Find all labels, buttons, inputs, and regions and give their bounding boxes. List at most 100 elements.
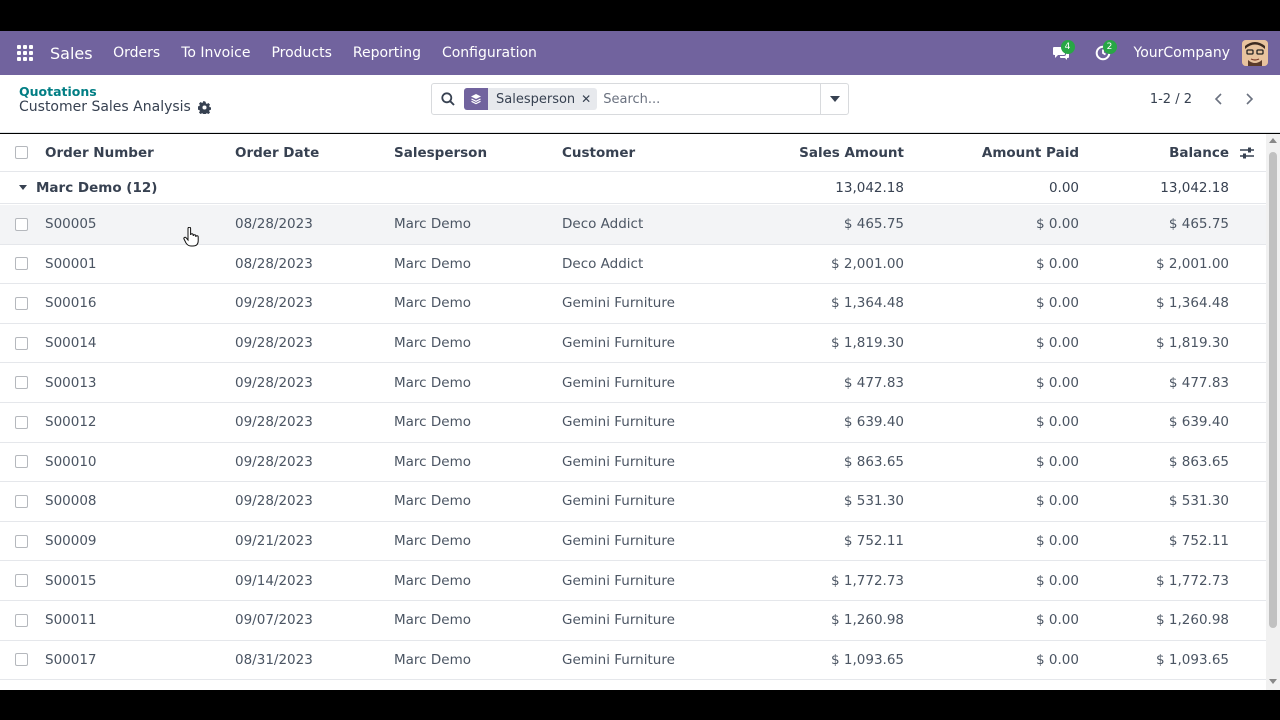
customer-cell: Gemini Furniture <box>562 374 675 391</box>
search-icon[interactable] <box>432 92 464 106</box>
table-row[interactable]: S00017 08/31/2023 Marc Demo Gemini Furnitur… <box>0 641 1266 681</box>
chevron-right-icon <box>1246 93 1254 105</box>
table-row[interactable]: S00011 09/07/2023 Marc Demo Gemini Furnitur… <box>0 601 1266 641</box>
row-select-checkbox[interactable] <box>15 336 28 350</box>
gear-icon[interactable] <box>197 100 211 114</box>
activities-button[interactable]: 2 <box>1082 31 1124 75</box>
page-title: Customer Sales Analysis <box>19 99 211 115</box>
column-header-order-number[interactable]: Order Number <box>45 144 154 161</box>
messages-badge: 4 <box>1060 40 1075 54</box>
breadcrumb-quotations[interactable]: Quotations <box>19 84 97 99</box>
table-row[interactable]: S00008 09/28/2023 Marc Demo Gemini Furnitur… <box>0 482 1266 522</box>
table-row[interactable]: S00016 09/28/2023 Marc Demo Gemini Furnitur… <box>0 284 1266 324</box>
apps-menu-icon[interactable] <box>0 31 50 75</box>
group-paid-total: 0.00 <box>1048 179 1079 196</box>
row-select-checkbox[interactable] <box>15 376 28 390</box>
balance-cell: $ 1,364.48 <box>1156 295 1229 312</box>
order-number-cell: S00010 <box>45 453 97 470</box>
salesperson-cell: Marc Demo <box>394 335 471 352</box>
facet-remove-icon[interactable]: ✕ <box>581 92 592 106</box>
row-select-checkbox-cell <box>15 561 29 600</box>
column-header-order-date[interactable]: Order Date <box>235 144 320 161</box>
pager-previous-button[interactable] <box>1202 87 1234 111</box>
column-header-salesperson[interactable]: Salesperson <box>394 144 488 161</box>
sales-amount-cell: $ 1,364.48 <box>831 295 904 312</box>
balance-cell: $ 1,819.30 <box>1156 335 1229 352</box>
table-row[interactable]: S00001 08/28/2023 Marc Demo Deco Addict $ 2,… <box>0 245 1266 285</box>
group-row-marc-demo[interactable]: Marc Demo (12) 13,042.18 0.00 13,042.18 <box>0 172 1266 204</box>
messages-button[interactable]: 4 <box>1040 31 1082 75</box>
scroll-up-icon[interactable] <box>1269 138 1277 143</box>
customer-cell: Gemini Furniture <box>562 493 675 510</box>
column-header-sales-amount[interactable]: Sales Amount <box>799 144 904 161</box>
table-row[interactable]: S00010 09/28/2023 Marc Demo Gemini Furnitur… <box>0 443 1266 483</box>
row-select-checkbox-cell <box>15 324 29 363</box>
column-header-amount-paid[interactable]: Amount Paid <box>981 144 1079 161</box>
row-select-checkbox[interactable] <box>15 494 28 508</box>
table-row[interactable]: S00005 08/28/2023 Marc Demo Deco Addict $ 46… <box>0 205 1266 245</box>
sales-amount-cell: $ 477.83 <box>843 374 904 391</box>
row-select-checkbox[interactable] <box>15 415 28 429</box>
row-select-checkbox[interactable] <box>15 296 28 310</box>
amount-paid-cell: $ 0.00 <box>1036 295 1079 312</box>
menu-products[interactable]: Products <box>271 45 332 61</box>
user-avatar[interactable] <box>1242 40 1268 66</box>
amount-paid-cell: $ 0.00 <box>1036 374 1079 391</box>
row-select-checkbox[interactable] <box>15 613 28 627</box>
table-row[interactable]: S00014 09/28/2023 Marc Demo Gemini Furnitur… <box>0 324 1266 364</box>
pager-value[interactable]: 1-2 / 2 <box>1149 91 1192 107</box>
row-select-checkbox[interactable] <box>15 257 28 271</box>
row-select-checkbox[interactable] <box>15 217 28 231</box>
menu-configuration[interactable]: Configuration <box>441 45 537 61</box>
row-select-checkbox[interactable] <box>15 534 28 548</box>
balance-cell: $ 1,093.65 <box>1156 651 1229 668</box>
group-sales-total: 13,042.18 <box>835 179 904 196</box>
balance-cell: $ 531.30 <box>1168 493 1229 510</box>
order-date-cell: 09/07/2023 <box>235 612 313 629</box>
row-select-checkbox-cell <box>15 601 29 640</box>
vertical-scrollbar[interactable] <box>1266 134 1280 690</box>
app-brand[interactable]: Sales <box>50 43 93 63</box>
balance-cell: $ 2,001.00 <box>1156 255 1229 272</box>
order-date-cell: 09/28/2023 <box>235 295 313 312</box>
order-number-cell: S00015 <box>45 572 97 589</box>
menu-reporting[interactable]: Reporting <box>352 45 421 61</box>
salesperson-cell: Marc Demo <box>394 533 471 550</box>
select-all-checkbox[interactable] <box>15 146 28 159</box>
balance-cell: $ 863.65 <box>1168 453 1229 470</box>
order-number-cell: S00016 <box>45 295 97 312</box>
menu-orders[interactable]: Orders <box>113 45 161 61</box>
row-select-checkbox[interactable] <box>15 455 28 469</box>
customer-cell: Gemini Furniture <box>562 612 675 629</box>
company-switcher[interactable]: YourCompany <box>1133 45 1231 61</box>
table-row[interactable]: S00015 09/14/2023 Marc Demo Gemini Furnitur… <box>0 561 1266 601</box>
scroll-down-icon[interactable] <box>1269 679 1277 684</box>
optional-columns-icon[interactable] <box>1240 134 1256 171</box>
column-header-balance[interactable]: Balance <box>1169 144 1229 161</box>
order-number-cell: S00017 <box>45 651 97 668</box>
amount-paid-cell: $ 0.00 <box>1036 651 1079 668</box>
scroll-thumb[interactable] <box>1269 152 1277 628</box>
sales-amount-cell: $ 752.11 <box>843 533 904 550</box>
search-input[interactable] <box>603 91 814 107</box>
salesperson-cell: Marc Demo <box>394 572 471 589</box>
pager-next-button[interactable] <box>1234 87 1266 111</box>
row-select-checkbox[interactable] <box>15 574 28 588</box>
search-options-toggle[interactable] <box>820 84 848 114</box>
order-date-cell: 09/28/2023 <box>235 453 313 470</box>
column-header-customer[interactable]: Customer <box>562 144 636 161</box>
customer-cell: Gemini Furniture <box>562 414 675 431</box>
table-row[interactable]: S00012 09/28/2023 Marc Demo Gemini Furnitur… <box>0 403 1266 443</box>
row-select-checkbox[interactable] <box>15 653 28 667</box>
balance-cell: $ 477.83 <box>1168 374 1229 391</box>
salesperson-cell: Marc Demo <box>394 374 471 391</box>
table-row[interactable]: S00013 09/28/2023 Marc Demo Gemini Furnitur… <box>0 363 1266 403</box>
row-select-checkbox-cell <box>15 641 29 680</box>
table-row[interactable]: S00009 09/21/2023 Marc Demo Gemini Furnitur… <box>0 522 1266 562</box>
facet-label: Salesperson <box>496 91 576 107</box>
menu-to-invoice[interactable]: To Invoice <box>181 45 251 61</box>
order-date-cell: 09/21/2023 <box>235 533 313 550</box>
row-select-checkbox-cell <box>15 403 29 442</box>
customer-cell: Gemini Furniture <box>562 572 675 589</box>
amount-paid-cell: $ 0.00 <box>1036 572 1079 589</box>
